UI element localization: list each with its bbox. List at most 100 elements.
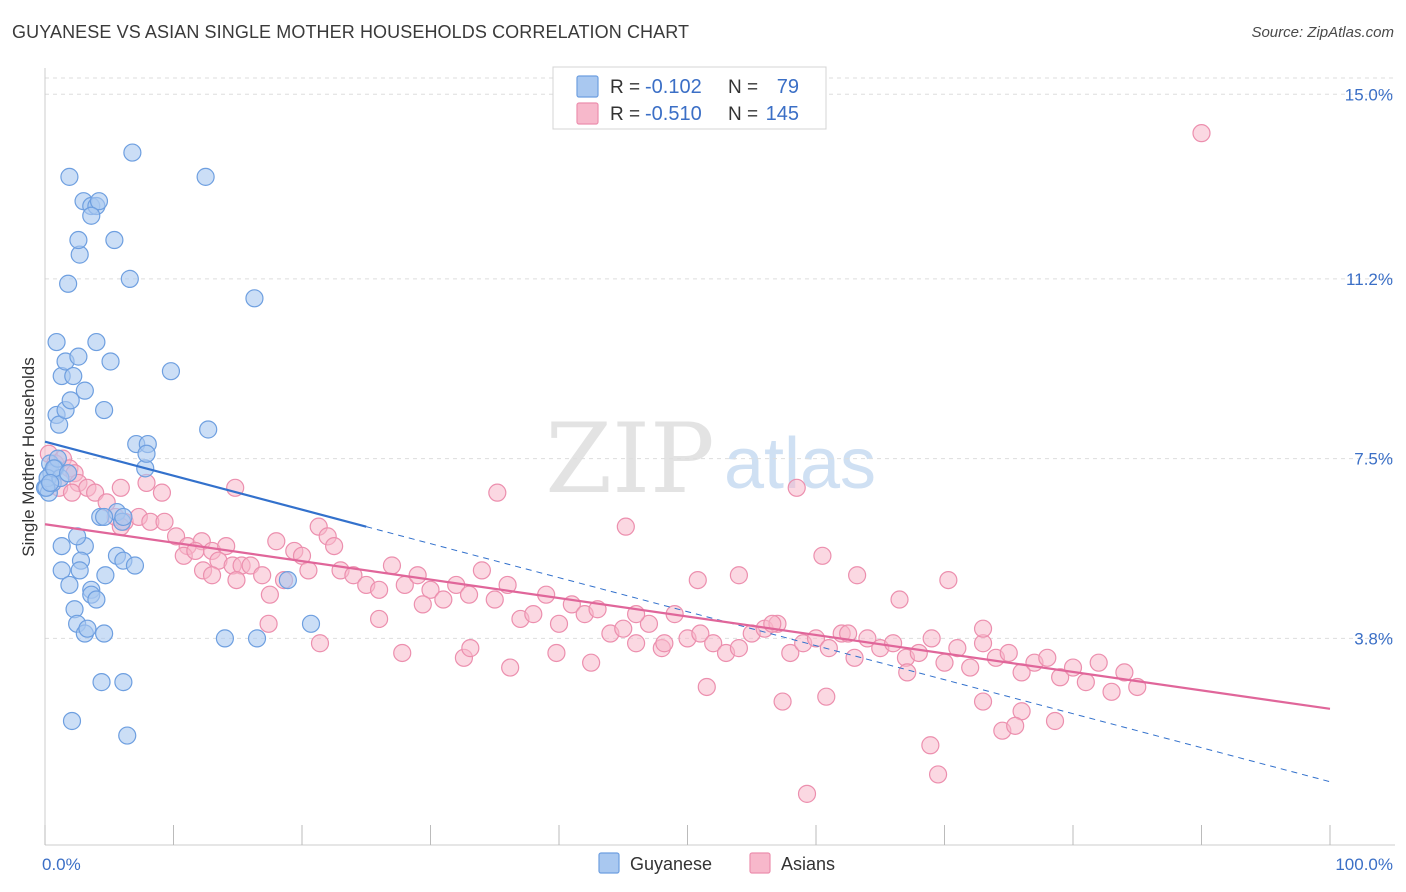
data-point-asians	[166, 527, 186, 546]
data-point-asians	[241, 556, 260, 575]
legend-swatch-asians	[576, 102, 599, 125]
data-point-asians	[813, 546, 832, 565]
data-point-asians	[704, 634, 723, 653]
data-point-guyanese	[87, 332, 106, 352]
data-point-asians	[267, 532, 286, 551]
data-point-guyanese	[105, 230, 124, 250]
y-tick-label: 7.5%	[1354, 450, 1393, 469]
y-tick-label: 3.8%	[1354, 629, 1393, 648]
data-point-asians	[413, 595, 432, 614]
legend-n-label-guyanese: N =	[728, 77, 758, 98]
data-point-asians	[62, 483, 82, 502]
data-point-guyanese	[92, 673, 111, 692]
y-tick-label: 15.0%	[1345, 85, 1393, 104]
bottom-legend-swatch-asians	[749, 852, 771, 874]
y-axis-title: Single Mother Households	[19, 357, 38, 556]
data-point-asians	[655, 634, 674, 653]
data-point-asians	[890, 590, 909, 609]
data-point-asians	[1115, 663, 1134, 682]
series-guyanese	[35, 143, 321, 745]
data-point-guyanese	[247, 629, 267, 648]
data-point-asians	[459, 585, 479, 604]
data-point-guyanese	[95, 507, 114, 527]
legend-swatch-guyanese	[576, 75, 599, 98]
data-point-asians	[393, 643, 412, 663]
data-point-asians	[488, 483, 507, 502]
data-point-guyanese	[215, 629, 234, 648]
data-point-guyanese	[61, 391, 80, 410]
data-point-asians	[1006, 716, 1025, 735]
data-point-asians	[1192, 124, 1211, 143]
data-point-asians	[909, 643, 928, 663]
data-point-asians	[1089, 653, 1108, 672]
legend-r-value-asians: -0.510	[645, 103, 702, 125]
data-point-asians	[370, 609, 389, 629]
data-point-asians	[86, 483, 105, 502]
data-point-guyanese	[114, 673, 133, 692]
data-point-asians	[626, 634, 646, 653]
data-point-guyanese	[199, 420, 218, 439]
data-point-asians	[253, 566, 272, 585]
data-point-asians	[1051, 668, 1070, 687]
data-point-asians	[1076, 673, 1095, 692]
data-point-asians	[461, 639, 480, 658]
data-point-asians	[152, 483, 172, 502]
data-point-asians	[819, 639, 838, 658]
data-point-asians	[898, 663, 917, 682]
data-point-guyanese	[137, 444, 156, 463]
y-tick-label: 11.2%	[1346, 270, 1393, 289]
data-point-asians	[155, 512, 174, 531]
x-ticks	[44, 825, 1331, 845]
data-point-asians	[614, 619, 633, 638]
data-point-asians	[787, 478, 806, 497]
data-point-guyanese	[59, 464, 78, 483]
data-point-asians	[501, 658, 520, 677]
data-point-asians	[485, 590, 504, 609]
data-point-asians	[260, 585, 279, 604]
data-point-asians	[691, 624, 710, 643]
data-point-asians	[408, 566, 427, 585]
data-point-guyanese	[62, 711, 82, 731]
data-point-guyanese	[114, 507, 133, 527]
bottom-legend-swatch-guyanese	[598, 852, 620, 874]
data-point-asians	[524, 605, 543, 624]
data-point-guyanese	[60, 575, 79, 595]
series-legend: Guyanese Asians	[598, 852, 835, 874]
data-point-guyanese	[60, 167, 79, 186]
data-point-guyanese	[70, 561, 89, 580]
data-point-asians	[434, 590, 453, 609]
data-point-asians	[547, 643, 566, 663]
trend-lines	[44, 440, 1331, 783]
data-point-guyanese	[64, 366, 83, 386]
data-point-asians	[848, 566, 867, 585]
data-point-asians	[928, 765, 948, 784]
data-point-asians	[781, 643, 800, 663]
data-point-asians	[472, 561, 491, 580]
data-point-asians	[310, 634, 330, 653]
data-point-asians	[797, 784, 817, 803]
y-tick-labels: 3.8% 7.5% 11.2% 15.0%	[1345, 85, 1393, 648]
data-point-guyanese	[59, 274, 78, 293]
data-point-asians	[883, 634, 903, 653]
data-point-guyanese	[96, 566, 115, 585]
data-point-asians	[616, 517, 635, 536]
legend-n-value-guyanese: 79	[777, 76, 799, 98]
data-point-guyanese	[87, 590, 106, 609]
data-point-asians	[202, 566, 222, 585]
data-point-guyanese	[118, 726, 137, 745]
data-point-asians	[582, 653, 601, 672]
data-point-asians	[111, 478, 130, 497]
data-point-asians	[922, 629, 941, 648]
axes	[44, 68, 1395, 846]
bottom-legend-label-asians: Asians	[781, 854, 835, 874]
data-point-guyanese	[75, 381, 94, 400]
data-point-guyanese	[278, 570, 297, 590]
data-point-asians	[549, 614, 569, 633]
data-point-guyanese	[196, 167, 215, 186]
data-point-asians	[999, 643, 1018, 663]
data-point-asians	[921, 736, 940, 755]
series-asians	[39, 124, 1211, 803]
data-point-asians	[773, 692, 792, 711]
data-point-guyanese	[125, 556, 145, 575]
data-point-guyanese	[101, 352, 120, 371]
